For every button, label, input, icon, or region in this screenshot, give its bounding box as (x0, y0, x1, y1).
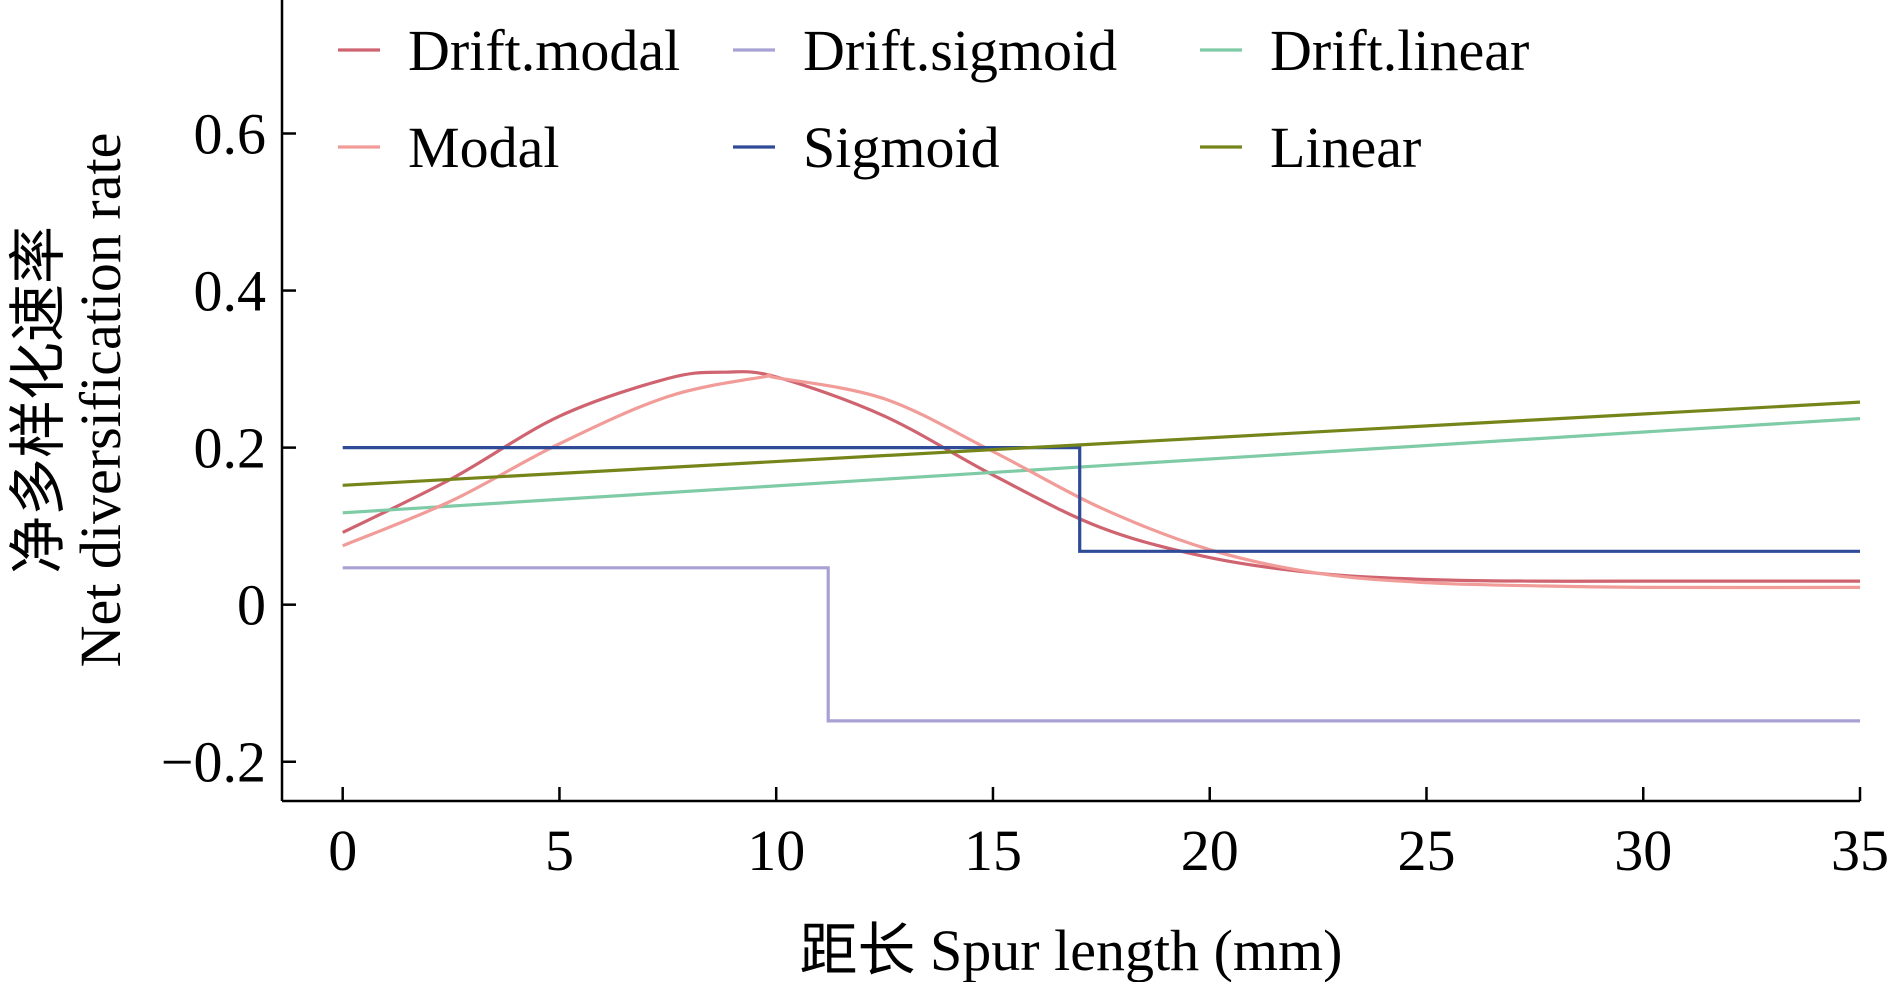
legend: Drift.modal Drift.sigmoid Drift.linear Moda… (338, 18, 1529, 180)
y-tick-label: −0.2 (161, 730, 266, 795)
legend-label: Sigmoid (803, 115, 1000, 180)
legend-label: Linear (1270, 115, 1421, 180)
x-tick-label: 20 (1181, 818, 1239, 883)
series-line-drift-modal (341, 370, 1860, 583)
x-tick-label: 5 (545, 818, 574, 883)
x-tick-label: 30 (1614, 818, 1672, 883)
series-line-drift-linear (342, 417, 1861, 515)
legend-label: Drift.modal (408, 18, 680, 83)
x-tick-label: 15 (964, 818, 1022, 883)
x-axis-title: 距长 Spur length (mm) (800, 918, 1343, 982)
y-axis-title-en: Net diversification rate (68, 133, 133, 668)
ticks: 0 5 10 15 20 25 30 35 −0.2 0 0.2 0.4 0.6 (161, 102, 1888, 884)
plot-lines (341, 370, 1861, 723)
y-tick-label: 0 (237, 573, 266, 638)
legend-label: Drift.sigmoid (803, 18, 1117, 83)
y-tick-label: 0.2 (194, 416, 267, 481)
y-axis-title-cn: 净多样化速率 (6, 226, 71, 574)
y-axis-title: 净多样化速率 Net diversification rate (6, 133, 133, 668)
series-line-sigmoid (342, 446, 1860, 553)
y-tick-label: 0.6 (194, 102, 267, 167)
legend-label: Modal (408, 115, 559, 180)
y-tick-label: 0.4 (194, 259, 267, 324)
series-line-drift-sigmoid (342, 566, 1860, 723)
series-line-modal (342, 373, 1861, 590)
legend-label: Drift.linear (1270, 18, 1529, 83)
x-tick-label: 0 (328, 818, 357, 883)
series-line-linear (342, 400, 1861, 487)
x-tick-label: 25 (1397, 818, 1455, 883)
x-tick-label: 10 (747, 818, 805, 883)
x-tick-label: 35 (1831, 818, 1888, 883)
